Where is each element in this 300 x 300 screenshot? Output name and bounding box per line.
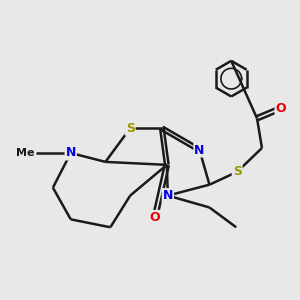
- Text: N: N: [163, 189, 173, 202]
- Text: O: O: [150, 211, 160, 224]
- Text: S: S: [126, 122, 135, 135]
- Text: N: N: [194, 143, 205, 157]
- Text: O: O: [275, 102, 286, 115]
- Text: Me: Me: [16, 148, 34, 158]
- Text: N: N: [66, 146, 76, 160]
- Text: S: S: [233, 165, 242, 178]
